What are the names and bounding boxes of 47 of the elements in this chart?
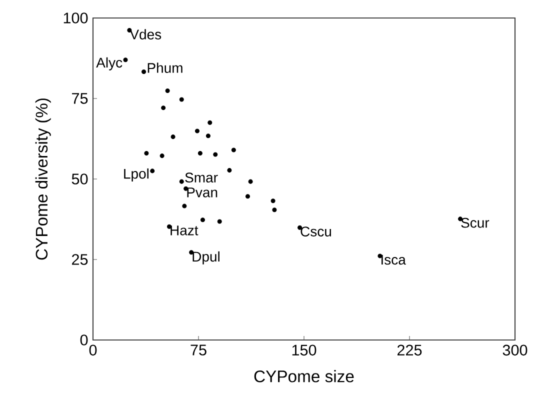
annotation: Smar <box>185 172 218 183</box>
x-tick-label: 225 <box>397 344 422 356</box>
x-tick-label: 75 <box>190 344 206 356</box>
point <box>200 218 205 222</box>
annotation: Vdes <box>130 29 162 40</box>
y-tick-label: 50 <box>72 174 88 184</box>
point <box>248 179 253 184</box>
point <box>144 150 149 156</box>
point <box>179 179 184 184</box>
point <box>231 148 236 152</box>
point <box>150 168 155 174</box>
y-tick-label: 25 <box>72 254 88 265</box>
annotation: Hazt <box>170 226 198 236</box>
point <box>213 152 218 157</box>
annotation: Phum <box>148 62 182 73</box>
y-axis-title: CYPome diversity (%) <box>35 98 51 260</box>
annotation: Dpul <box>192 251 220 264</box>
annotation: Isca <box>382 254 406 265</box>
annotation: Lpol <box>124 168 148 182</box>
point <box>182 204 187 208</box>
x-tick-label: 150 <box>292 344 316 356</box>
x-axis-title: CYPome size <box>254 370 354 382</box>
annotation: Pvan <box>187 188 218 198</box>
annotation: Alyc <box>96 57 122 70</box>
point <box>123 58 128 62</box>
point <box>179 97 184 102</box>
point <box>165 88 170 94</box>
point <box>217 219 222 224</box>
point <box>198 150 202 156</box>
point <box>160 154 164 158</box>
y-tick-label: 100 <box>64 12 88 24</box>
x-tick-label: 0 <box>89 344 97 356</box>
point <box>206 134 210 138</box>
point <box>227 168 232 173</box>
point <box>245 194 250 199</box>
point <box>170 134 176 140</box>
point <box>270 198 276 204</box>
annotation: Cscu <box>300 226 332 236</box>
point <box>194 128 200 134</box>
point <box>142 70 146 74</box>
y-tick-label: 75 <box>72 93 88 104</box>
point <box>208 120 212 125</box>
point <box>272 208 277 212</box>
y-tick-label: 0 <box>80 334 88 346</box>
point <box>161 106 166 110</box>
annotation: Scur <box>461 218 490 228</box>
x-tick-label: 300 <box>502 344 528 356</box>
